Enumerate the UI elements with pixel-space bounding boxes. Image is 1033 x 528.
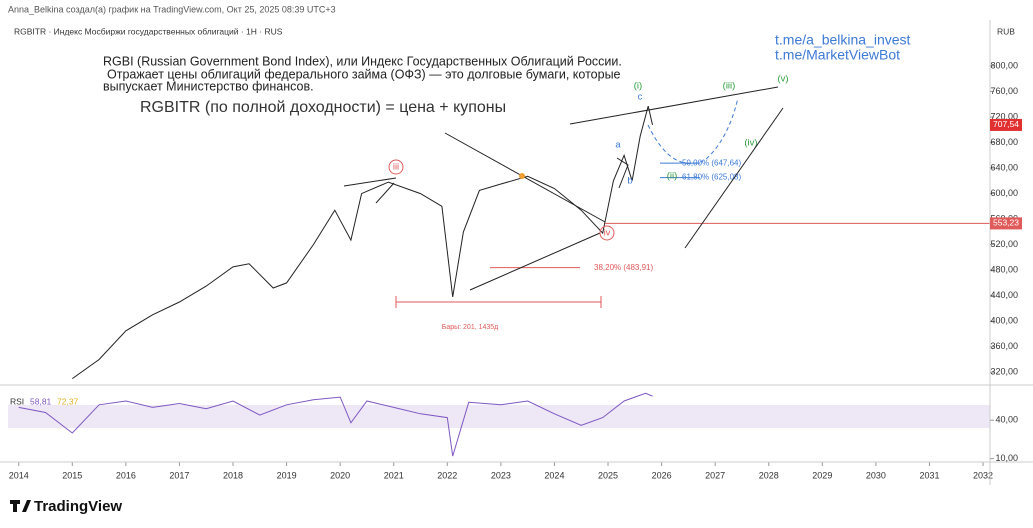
logo-text: TradingView — [34, 498, 122, 515]
wave-label: (v) — [777, 74, 788, 85]
x-tick-label: 2015 — [62, 470, 82, 480]
rsi-value: 58,81 — [30, 396, 52, 406]
x-tick-label: 2020 — [330, 470, 350, 480]
x-tick-label: 2029 — [812, 470, 832, 480]
level-tag — [990, 217, 1022, 230]
y-tick-label: 440,00 — [990, 290, 1018, 300]
wave-circle — [388, 159, 404, 175]
x-tick-label: 2023 — [491, 470, 511, 480]
wave-label: a — [615, 140, 621, 151]
note: Отражает цены облигаций федерального зай… — [107, 67, 621, 81]
y-tick-label: 640,00 — [990, 162, 1018, 172]
y-tick-label: 320,00 — [990, 367, 1018, 377]
x-tick-label: 2017 — [169, 470, 189, 480]
y-tick-label: 520,00 — [990, 239, 1018, 249]
x-tick-label: 2028 — [759, 470, 779, 480]
y-tick-label: 760,00 — [990, 86, 1018, 96]
drawings — [343, 86, 784, 308]
y-tick-label: 800,00 — [990, 60, 1018, 70]
y-tick-label: 480,00 — [990, 265, 1018, 275]
x-tick-label: 2030 — [866, 470, 886, 480]
y-tick-label: 360,00 — [990, 341, 1018, 351]
marker — [519, 173, 525, 179]
note: RGBI (Russian Government Bond Index), ил… — [103, 54, 622, 68]
rsi-title: RSI — [10, 396, 24, 406]
x-tick-label: 2025 — [598, 470, 618, 480]
y-tick-label: 40,00 — [995, 415, 1018, 425]
x-tick-label: 2018 — [223, 470, 243, 480]
fib-label: 38,20% (483,91) — [594, 263, 653, 272]
rsi-ma-value: 72,37 — [57, 396, 79, 406]
wave-label: b — [627, 176, 632, 187]
wave-label: (ii) — [667, 171, 678, 182]
rsi-line — [18, 392, 653, 457]
wave-label: iv — [604, 228, 611, 239]
wave-label: (i) — [634, 81, 642, 92]
currency: RUB — [997, 26, 1015, 36]
y-tick-label: 600,00 — [990, 188, 1018, 198]
wave-circle — [599, 225, 615, 241]
price-axis — [990, 20, 1033, 462]
x-tick-label: 2031 — [919, 470, 939, 480]
x-tick-label: 2016 — [116, 470, 136, 480]
x-tick-label: 2022 — [437, 470, 457, 480]
price-line — [72, 105, 653, 380]
x-tick-label: 2014 — [9, 470, 29, 480]
x-tick-label: 2019 — [277, 470, 297, 480]
y-tick-label: 10,00 — [995, 453, 1018, 463]
wave-label: iii — [393, 162, 399, 173]
level-label: 553,23 — [993, 218, 1019, 228]
price-label: 707,54 — [993, 119, 1019, 129]
symbol: RGBITR · Индекс Мосбиржи государственных… — [14, 26, 283, 36]
x-tick-label: 2024 — [544, 470, 564, 480]
rsi-band — [8, 405, 990, 428]
y-tick-label: 720,00 — [990, 111, 1018, 121]
formula: RGBITR (по полной доходности) = цена + к… — [140, 99, 506, 116]
wave-label: (iv) — [744, 138, 757, 149]
price-tag — [990, 118, 1022, 131]
x-tick-label: 2032 — [973, 470, 993, 480]
wave-label: (iii) — [723, 81, 736, 92]
note: выпускает Министерство финансов. — [103, 79, 314, 93]
link[interactable]: t.me/MarketViewBot — [775, 47, 900, 63]
logo: TradingView — [10, 498, 122, 515]
fib-label: 61,80% (625,08) — [682, 173, 741, 182]
x-tick-label: 2026 — [652, 470, 672, 480]
fib-label: 50,00% (647,64) — [682, 158, 741, 167]
wave-label: c — [638, 92, 643, 103]
x-tick-label: 2027 — [705, 470, 725, 480]
y-tick-label: 400,00 — [990, 316, 1018, 326]
link[interactable]: t.me/a_belkina_invest — [775, 32, 911, 48]
x-tick-label: 2021 — [384, 470, 404, 480]
y-tick-label: 680,00 — [990, 137, 1018, 147]
header: Anna_Belkina создал(а) график на Trading… — [8, 4, 336, 14]
bars-label: Бары: 201, 1435д — [442, 324, 499, 331]
